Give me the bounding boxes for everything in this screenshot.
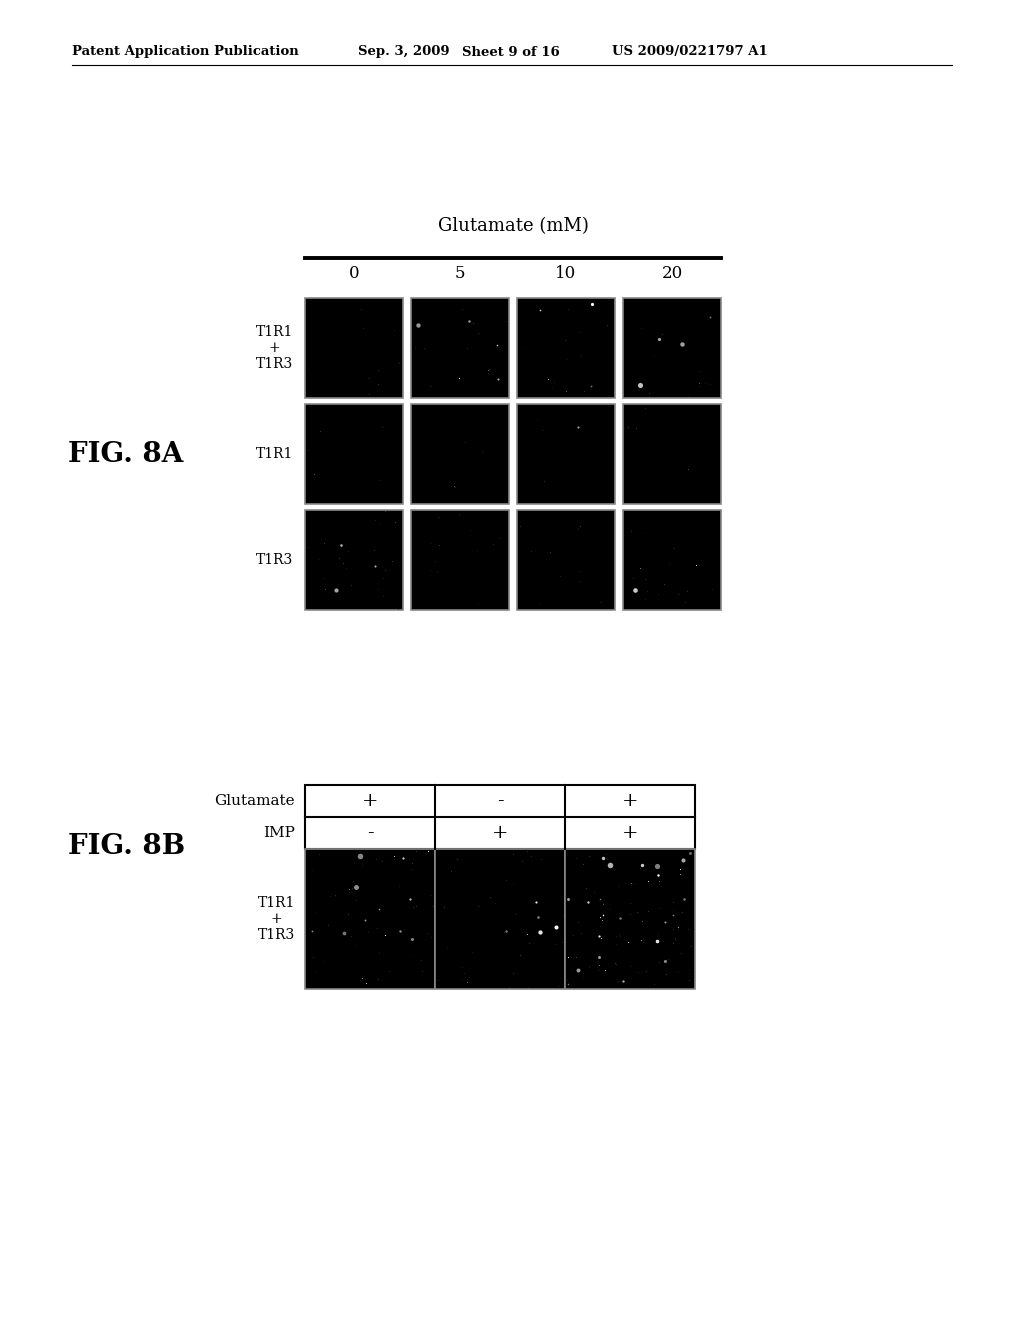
- Bar: [305, 849, 435, 989]
- Text: +: +: [622, 792, 638, 810]
- Text: 0: 0: [349, 265, 359, 282]
- Text: +: +: [361, 792, 378, 810]
- Text: 5: 5: [455, 265, 465, 282]
- Bar: [305, 510, 403, 610]
- Bar: [517, 510, 615, 610]
- Text: 10: 10: [555, 265, 577, 282]
- Text: +: +: [622, 824, 638, 842]
- Text: Glutamate (mM): Glutamate (mM): [437, 216, 589, 235]
- Bar: [623, 510, 721, 610]
- Text: FIG. 8A: FIG. 8A: [68, 441, 183, 467]
- Text: +: +: [492, 824, 508, 842]
- Bar: [517, 404, 615, 504]
- Text: US 2009/0221797 A1: US 2009/0221797 A1: [612, 45, 768, 58]
- Bar: [305, 404, 403, 504]
- Text: Patent Application Publication: Patent Application Publication: [72, 45, 299, 58]
- Text: T1R1: T1R1: [256, 447, 293, 461]
- Bar: [411, 404, 509, 504]
- Text: T1R3: T1R3: [256, 553, 293, 568]
- Text: T1R1
+
T1R3: T1R1 + T1R3: [256, 325, 293, 371]
- Bar: [305, 785, 695, 849]
- Bar: [623, 404, 721, 504]
- Bar: [305, 298, 403, 399]
- Bar: [411, 298, 509, 399]
- Bar: [411, 510, 509, 610]
- Bar: [565, 849, 695, 989]
- Text: Sheet 9 of 16: Sheet 9 of 16: [462, 45, 560, 58]
- Bar: [517, 298, 615, 399]
- Text: 20: 20: [662, 265, 683, 282]
- Text: Glutamate: Glutamate: [214, 795, 295, 808]
- Text: Sep. 3, 2009: Sep. 3, 2009: [358, 45, 450, 58]
- Bar: [435, 849, 565, 989]
- Text: -: -: [497, 792, 504, 810]
- Text: FIG. 8B: FIG. 8B: [68, 833, 185, 861]
- Text: T1R1
+
T1R3: T1R1 + T1R3: [258, 896, 295, 942]
- Text: IMP: IMP: [263, 826, 295, 840]
- Bar: [623, 298, 721, 399]
- Text: -: -: [367, 824, 374, 842]
